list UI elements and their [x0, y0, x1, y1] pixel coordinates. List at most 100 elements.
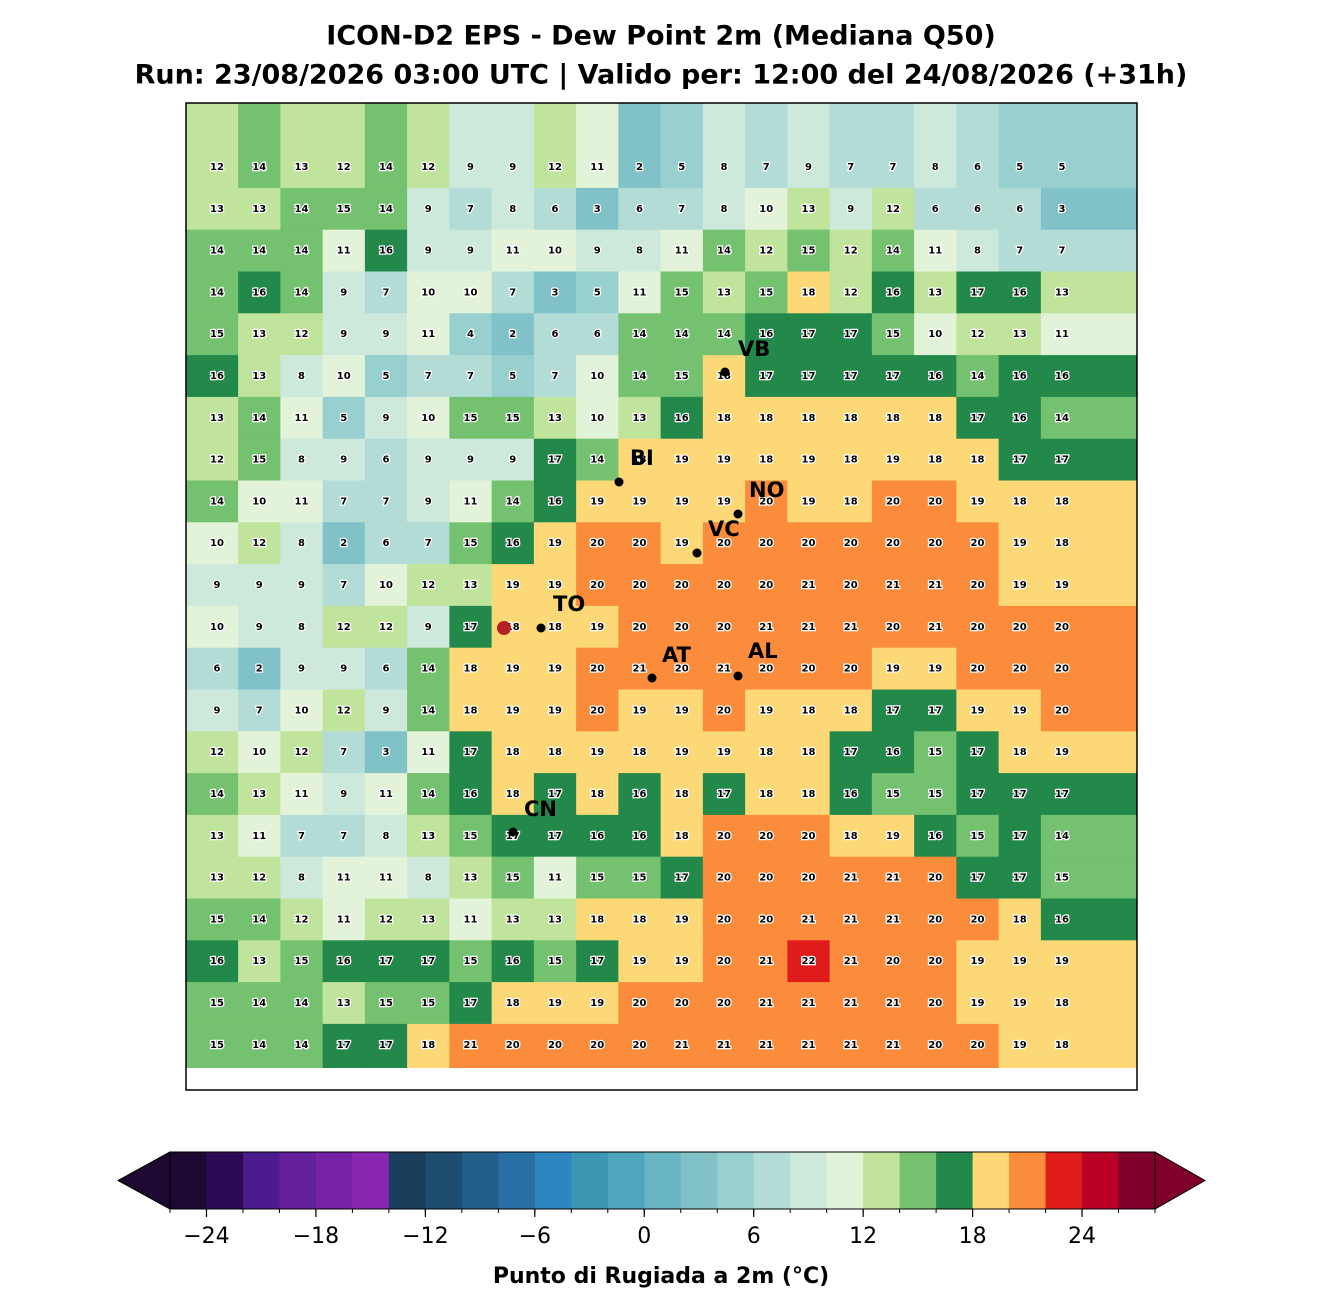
field-cell — [745, 940, 788, 983]
value-label: 19 — [675, 496, 689, 507]
colorbar-bin — [498, 1152, 536, 1209]
value-label: 20 — [717, 831, 731, 842]
field-cell — [998, 438, 1042, 481]
field-cell — [871, 229, 915, 272]
field-cell — [787, 1023, 831, 1069]
field-cell — [186, 522, 239, 565]
field-cell — [702, 773, 746, 816]
field-cell — [322, 689, 366, 732]
value-label: 18 — [928, 413, 942, 424]
value-label: 11 — [337, 914, 351, 925]
value-label: 10 — [379, 580, 393, 591]
field-cell — [407, 731, 450, 774]
field-cell — [1040, 647, 1138, 690]
field-cell — [787, 856, 831, 899]
colorbar-extend-high — [1154, 1151, 1207, 1210]
value-label: 18 — [421, 1040, 435, 1051]
value-label: 17 — [971, 287, 985, 298]
field-cell — [702, 229, 746, 272]
field-cell — [998, 103, 1042, 189]
value-label: 6 — [383, 455, 390, 466]
field-cell — [829, 982, 873, 1025]
city-label: VB — [738, 337, 770, 361]
value-label: 18 — [802, 705, 816, 716]
field-cell — [407, 898, 450, 941]
value-label: 7 — [467, 371, 474, 382]
value-label: 20 — [548, 1040, 562, 1051]
field-cell — [280, 271, 324, 314]
value-label: 15 — [928, 789, 942, 800]
value-label: 19 — [590, 622, 604, 633]
field-cell — [491, 187, 535, 231]
field-cell — [449, 814, 493, 858]
value-label: 14 — [295, 998, 309, 1009]
value-label: 10 — [337, 371, 351, 382]
value-label: 12 — [379, 914, 393, 925]
field-cell — [186, 647, 239, 690]
field-cell — [871, 187, 915, 231]
field-cell — [186, 689, 239, 732]
field-cell — [491, 982, 535, 1025]
value-label: 20 — [928, 873, 942, 884]
field-cell — [745, 814, 788, 858]
value-label: 19 — [717, 747, 731, 758]
value-label: 19 — [506, 664, 520, 675]
field-cell — [322, 396, 366, 440]
field-cell — [745, 647, 788, 690]
value-label: 19 — [675, 747, 689, 758]
value-label: 10 — [590, 413, 604, 424]
field-cell — [533, 731, 577, 774]
field-cell — [576, 1023, 619, 1069]
field-cell — [702, 689, 746, 732]
value-label: 14 — [421, 789, 435, 800]
city-dot — [508, 827, 518, 837]
value-label: 16 — [928, 371, 942, 382]
value-label: 20 — [1013, 664, 1027, 675]
field-cell — [745, 898, 788, 941]
value-label: 20 — [971, 664, 985, 675]
map-frame — [185, 102, 1138, 1091]
colorbar-tick-label: −24 — [183, 1224, 229, 1249]
value-label: 6 — [974, 204, 981, 215]
field-cell — [322, 187, 366, 231]
value-label: 13 — [421, 914, 435, 925]
field-cell — [364, 396, 408, 440]
value-label: 11 — [337, 873, 351, 884]
field-cell — [491, 103, 535, 189]
field-cell — [238, 229, 281, 272]
value-label: 8 — [721, 162, 728, 173]
field-cell — [407, 438, 450, 481]
value-label: 9 — [425, 455, 432, 466]
colorbar-bin — [461, 1152, 499, 1209]
value-label: 21 — [802, 622, 816, 633]
value-label: 13 — [210, 831, 224, 842]
value-label: 7 — [678, 204, 685, 215]
value-label: 14 — [1055, 413, 1069, 424]
field-cell — [618, 103, 662, 189]
field-cell — [186, 1023, 239, 1069]
field-cell — [407, 396, 450, 440]
field-cell — [660, 982, 704, 1025]
value-label: 16 — [1013, 287, 1027, 298]
value-label: 20 — [675, 664, 689, 675]
colorbar-bin — [1082, 1152, 1119, 1209]
value-label: 10 — [590, 371, 604, 382]
value-label: 6 — [214, 664, 221, 675]
value-label: 19 — [971, 705, 985, 716]
field-cell — [364, 940, 408, 983]
colorbar-bin — [936, 1152, 973, 1209]
value-label: 13 — [464, 873, 478, 884]
field-cell — [914, 271, 957, 314]
field-cell — [449, 982, 493, 1025]
field-cell — [1040, 355, 1138, 398]
field-cell — [660, 856, 704, 899]
field-cell — [1040, 982, 1138, 1025]
value-label: 9 — [256, 580, 263, 591]
value-label: 16 — [590, 831, 604, 842]
field-cell — [956, 731, 1000, 774]
field-cell — [186, 564, 239, 607]
field-cell — [533, 898, 577, 941]
value-label: 18 — [1013, 747, 1027, 758]
value-label: 16 — [506, 538, 520, 549]
value-label: 20 — [759, 664, 773, 675]
